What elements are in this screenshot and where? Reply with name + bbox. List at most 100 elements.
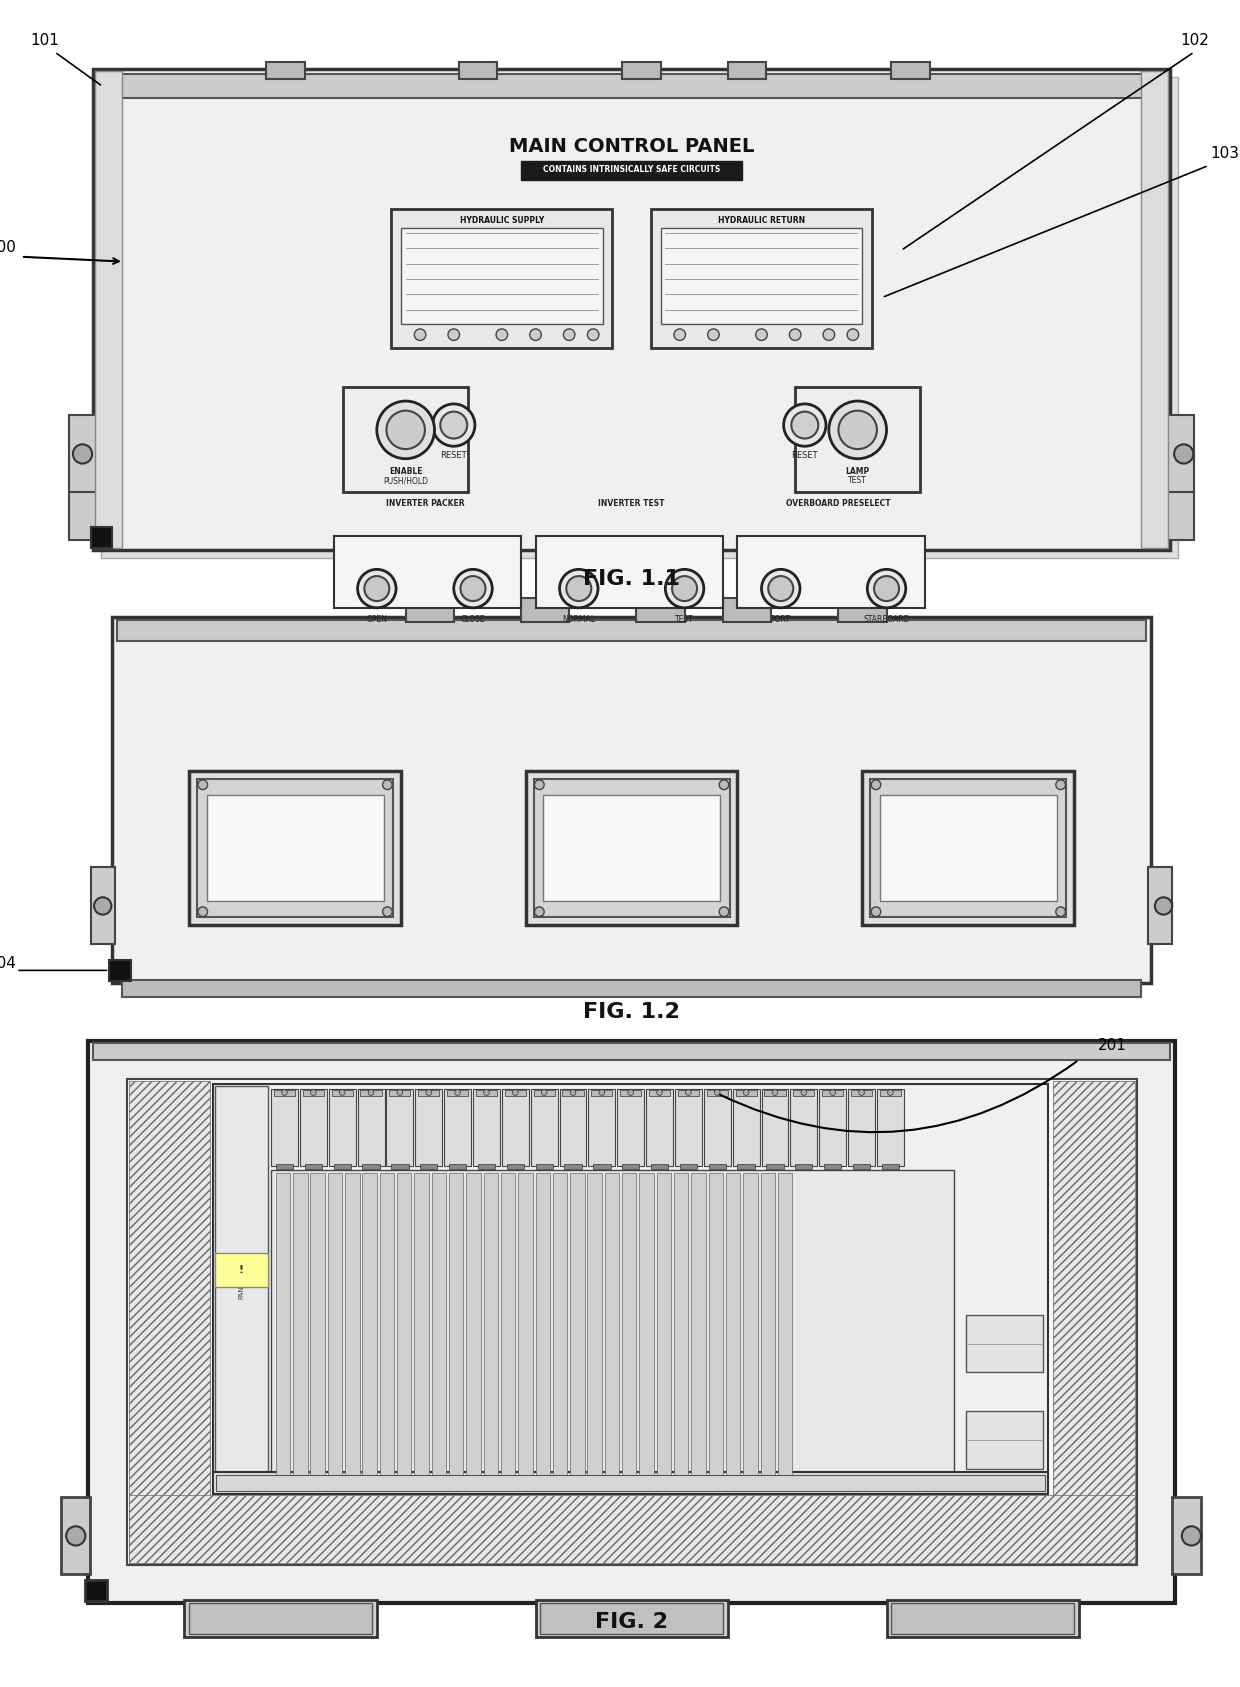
- Bar: [93, 1044, 1171, 1059]
- Circle shape: [769, 575, 794, 601]
- Bar: [853, 1164, 870, 1169]
- Bar: [708, 1174, 723, 1476]
- Text: FIG. 1.1: FIG. 1.1: [583, 569, 681, 589]
- Bar: [345, 1174, 360, 1476]
- Bar: [100, 78, 1178, 558]
- Circle shape: [874, 575, 899, 601]
- Bar: [825, 1164, 841, 1169]
- Bar: [521, 599, 569, 623]
- Circle shape: [496, 329, 507, 341]
- Bar: [197, 779, 393, 918]
- Bar: [543, 795, 720, 901]
- Circle shape: [570, 1090, 575, 1095]
- Bar: [761, 1088, 789, 1166]
- Bar: [723, 599, 771, 623]
- Bar: [93, 69, 1171, 550]
- Text: 103: 103: [1210, 145, 1240, 160]
- Bar: [329, 1088, 356, 1166]
- Circle shape: [529, 329, 542, 341]
- Bar: [892, 1603, 1074, 1635]
- Bar: [267, 61, 305, 79]
- Bar: [680, 1164, 697, 1169]
- Circle shape: [828, 402, 887, 459]
- Circle shape: [454, 569, 492, 607]
- Circle shape: [872, 779, 880, 790]
- Bar: [92, 526, 113, 548]
- Circle shape: [534, 779, 544, 790]
- Bar: [760, 1174, 775, 1476]
- Text: HYDRAULIC RETURN: HYDRAULIC RETURN: [718, 216, 805, 224]
- Bar: [216, 1253, 268, 1287]
- Bar: [882, 1164, 899, 1169]
- Text: INVERTER TEST: INVERTER TEST: [599, 499, 665, 508]
- Bar: [98, 74, 1166, 98]
- Circle shape: [858, 1090, 864, 1095]
- Bar: [95, 71, 122, 548]
- Bar: [92, 867, 115, 945]
- Circle shape: [657, 1090, 662, 1095]
- Bar: [272, 1171, 954, 1478]
- Text: 104: 104: [0, 955, 16, 970]
- Bar: [795, 1164, 812, 1169]
- Circle shape: [512, 1090, 518, 1095]
- Text: PANEL: PANEL: [238, 1277, 244, 1299]
- Bar: [725, 1174, 740, 1476]
- Bar: [275, 1174, 290, 1476]
- Bar: [362, 1174, 377, 1476]
- Bar: [379, 1174, 394, 1476]
- Circle shape: [867, 569, 905, 607]
- Bar: [794, 1090, 815, 1097]
- Bar: [636, 599, 684, 623]
- Text: CLOSE: CLOSE: [461, 614, 485, 624]
- Circle shape: [823, 329, 835, 341]
- Bar: [838, 599, 887, 623]
- Bar: [274, 1090, 295, 1097]
- Circle shape: [198, 908, 207, 916]
- Bar: [877, 1088, 904, 1166]
- Text: ENABLE: ENABLE: [389, 467, 423, 476]
- Circle shape: [719, 779, 729, 790]
- Bar: [331, 1090, 352, 1097]
- Circle shape: [484, 1090, 490, 1095]
- Circle shape: [433, 403, 475, 447]
- Bar: [397, 1174, 412, 1476]
- Bar: [362, 1164, 379, 1169]
- Circle shape: [830, 1090, 836, 1095]
- Bar: [213, 1473, 1048, 1493]
- Bar: [820, 1088, 846, 1166]
- Bar: [589, 1088, 615, 1166]
- Bar: [622, 1174, 636, 1476]
- Bar: [477, 1164, 495, 1169]
- Bar: [735, 1090, 756, 1097]
- Bar: [86, 1581, 107, 1601]
- Bar: [887, 1601, 1079, 1636]
- Bar: [505, 1090, 526, 1097]
- Bar: [521, 160, 743, 181]
- Bar: [661, 228, 863, 324]
- Text: LAMP: LAMP: [846, 467, 869, 476]
- Circle shape: [719, 908, 729, 916]
- Bar: [1167, 415, 1194, 493]
- Bar: [449, 1164, 466, 1169]
- Bar: [966, 1410, 1043, 1469]
- Bar: [387, 1088, 413, 1166]
- Bar: [501, 1174, 516, 1476]
- Circle shape: [755, 329, 768, 341]
- Circle shape: [708, 329, 719, 341]
- Text: HYDRAULIC SUPPLY: HYDRAULIC SUPPLY: [460, 216, 544, 224]
- Bar: [418, 1090, 439, 1097]
- Bar: [563, 1090, 584, 1097]
- Bar: [536, 1164, 553, 1169]
- Bar: [61, 1498, 91, 1574]
- Bar: [593, 1164, 610, 1169]
- Bar: [357, 1088, 384, 1166]
- Bar: [401, 228, 603, 324]
- Bar: [466, 1174, 481, 1476]
- Bar: [728, 61, 766, 79]
- Bar: [109, 960, 130, 980]
- Bar: [190, 771, 401, 924]
- Text: RESET: RESET: [440, 452, 467, 461]
- Bar: [707, 1090, 728, 1097]
- Circle shape: [425, 1090, 432, 1095]
- Bar: [764, 1090, 786, 1097]
